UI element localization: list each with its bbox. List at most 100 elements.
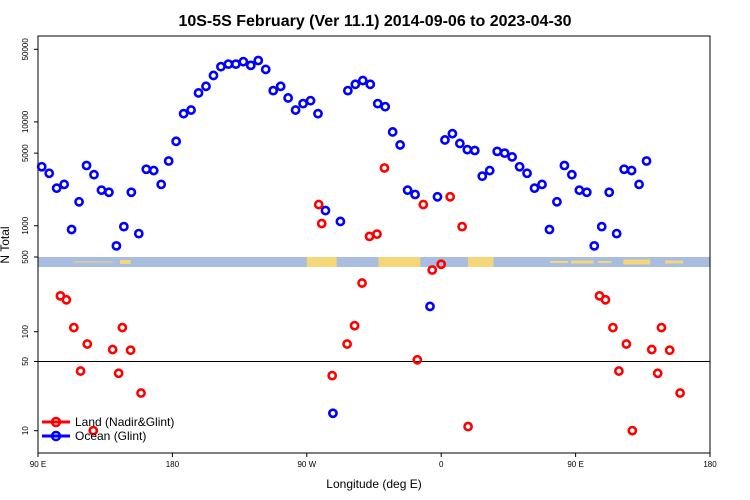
land-point [436, 259, 447, 270]
ocean-point [574, 185, 585, 196]
legend-land-marker [50, 416, 62, 428]
x-tick-label: 180 [703, 460, 717, 469]
ocean-point [589, 240, 600, 251]
land-point [75, 366, 86, 376]
ocean-point [484, 165, 495, 176]
ocean-point [342, 85, 353, 96]
ocean-point [283, 93, 294, 103]
ocean-point [604, 187, 615, 198]
y-tick-label: 10000 [21, 110, 30, 133]
land-point [117, 322, 128, 333]
ocean-point [611, 228, 622, 239]
ocean-point [469, 145, 480, 156]
land-point [68, 322, 79, 333]
ocean-point [328, 408, 338, 419]
map-land [306, 257, 337, 267]
ocean-point [104, 187, 114, 198]
land-point [614, 366, 624, 376]
x-axis-label: Longitude (deg E) [326, 477, 421, 491]
ocean-point [447, 128, 458, 139]
x-tick-label: 90 E [30, 460, 46, 469]
ocean-point [148, 165, 159, 176]
map-land [550, 261, 569, 263]
ocean-point [305, 95, 316, 106]
x-tick-label: 180 [166, 460, 180, 469]
y-tick-label: 500 [21, 250, 30, 264]
y-tick-label: 5000 [21, 144, 30, 162]
ocean-point [193, 88, 204, 98]
land-point [445, 191, 456, 202]
land-point [600, 294, 611, 305]
y-tick-label: 50 [21, 356, 30, 365]
ocean-point [365, 79, 376, 90]
y-axis: 500 1000 5000 10000 50000 10 50 100 [21, 38, 38, 435]
ocean-point [514, 161, 525, 172]
ocean-point [462, 144, 473, 155]
y-tick-label: 50000 [21, 38, 30, 61]
ocean-point [596, 221, 607, 232]
y-tick-label: 1000 [21, 216, 30, 234]
land-point [646, 344, 657, 355]
land-point [349, 320, 360, 331]
map-land [665, 260, 684, 264]
ocean-point [507, 152, 518, 162]
land-point [664, 345, 675, 356]
ocean-point [290, 105, 301, 115]
ocean-point [268, 85, 279, 96]
land-point [113, 368, 124, 379]
land-point [608, 322, 618, 333]
land-point [675, 388, 686, 398]
land-point [652, 368, 663, 379]
map-land [378, 257, 421, 267]
ocean-point [559, 160, 570, 171]
ocean-point [425, 301, 435, 312]
ocean-point [44, 168, 55, 179]
land-point [316, 218, 327, 229]
ocean-point [529, 183, 540, 194]
land-point [107, 344, 118, 355]
ocean-point [186, 105, 196, 115]
ocean-point [298, 98, 308, 109]
legend-land-label: Land (Nadir&Glint) [75, 415, 174, 429]
ocean-point [59, 179, 70, 190]
ocean-point [111, 240, 122, 251]
ocean-point [350, 79, 361, 90]
ocean-point [440, 135, 450, 145]
ocean-point [566, 169, 577, 180]
ocean-point [208, 70, 219, 81]
land-point [88, 425, 99, 436]
ocean-point [492, 146, 503, 157]
ocean-point [163, 156, 174, 166]
ocean-point [320, 205, 331, 216]
map-water [38, 257, 710, 267]
ocean-point [36, 161, 47, 172]
ocean-point [335, 216, 346, 227]
plot-frame [37, 35, 711, 454]
ocean-point [544, 224, 555, 235]
ocean-point [395, 140, 406, 150]
ocean-point [552, 196, 562, 207]
ocean-point [260, 64, 271, 75]
ocean-point [357, 75, 368, 86]
ocean-point [380, 101, 391, 112]
legend-ocean-label: Ocean (Glint) [75, 429, 146, 443]
y-tick-label: 100 [21, 324, 30, 338]
chart-title: 10S-5S February (Ver 11.1) 2014-09-06 to… [178, 13, 571, 30]
ocean-point [223, 59, 234, 70]
land-point [327, 370, 338, 381]
land-point [379, 163, 390, 173]
map-land [73, 261, 113, 263]
map-land [571, 260, 594, 264]
ocean-point [619, 164, 630, 175]
land-point [372, 229, 382, 240]
ocean-point [51, 183, 62, 194]
ocean-point [387, 127, 398, 137]
ocean-point [171, 136, 182, 147]
land-point [627, 425, 638, 436]
ocean-point [245, 60, 256, 71]
land-point [136, 388, 146, 398]
land-point [656, 322, 667, 333]
land-point [463, 421, 473, 432]
ocean-point [178, 108, 189, 119]
ocean-point [96, 185, 107, 196]
